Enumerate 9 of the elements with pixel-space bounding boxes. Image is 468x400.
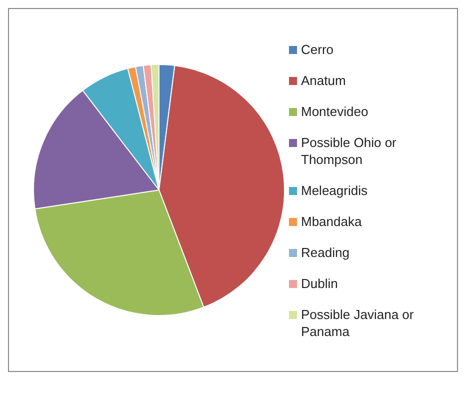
legend-label: Possible Ohio or Thompson bbox=[301, 134, 398, 168]
legend-label: Mbandaka bbox=[301, 212, 362, 230]
legend-label: Meleagridis bbox=[301, 182, 368, 198]
legend-label: Reading bbox=[301, 244, 350, 260]
legend-label: Possible Javiana or Panama bbox=[301, 306, 415, 340]
legend-label: Anatum bbox=[301, 72, 346, 88]
legend-label: Dublin bbox=[301, 274, 338, 292]
legend-label: Cerro bbox=[301, 40, 334, 58]
legend-label: Montevideo bbox=[301, 102, 368, 120]
